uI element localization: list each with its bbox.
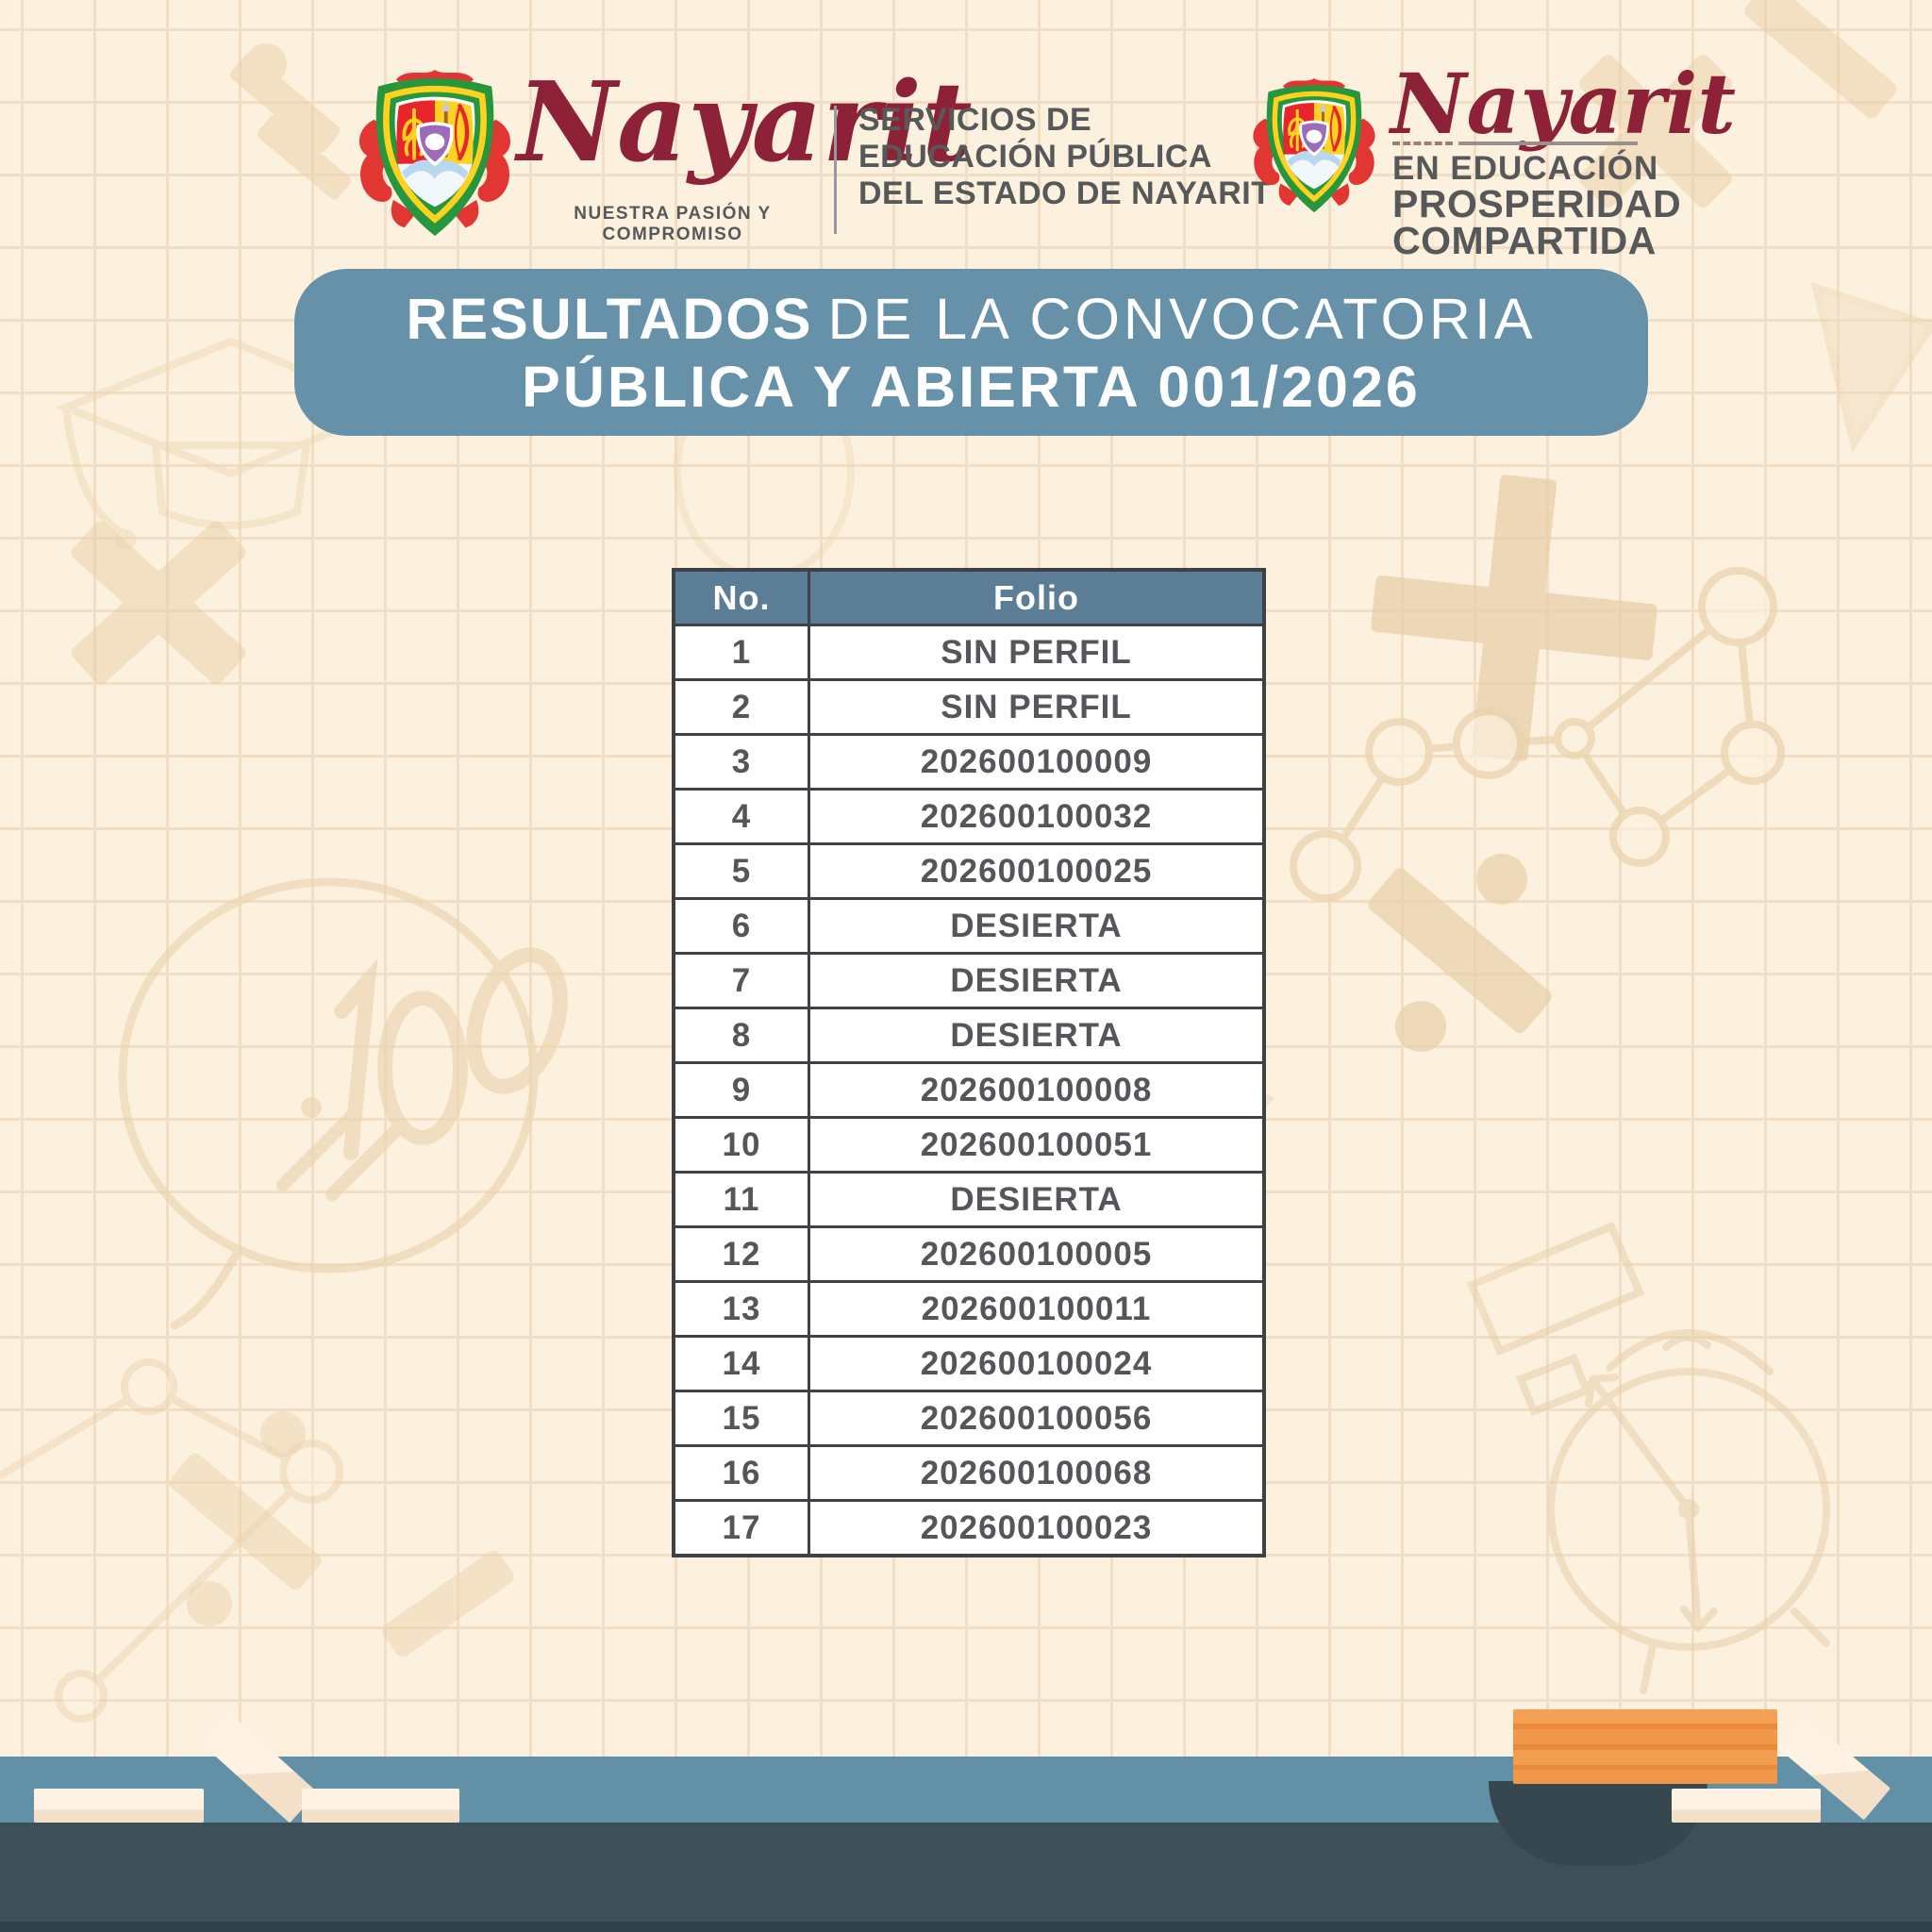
division-sign-icon — [169, 1411, 514, 1657]
folio-cell: 202600100009 — [810, 736, 1262, 788]
row-number-cell: 10 — [675, 1119, 808, 1171]
nayarit-coat-of-arms-icon — [1247, 74, 1381, 222]
title-banner: RESULTADOS DE LA CONVOCATORIA PÚBLICA Y A… — [294, 269, 1648, 436]
org-line-2: EDUCACIÓN PÚBLICA — [858, 139, 1212, 175]
slogan-line-3: COMPARTIDA — [1392, 219, 1657, 262]
folio-cell: 202600100011 — [810, 1283, 1262, 1335]
folio-cell: 202600100025 — [810, 845, 1262, 897]
hundred-percent-bubble-icon — [118, 877, 568, 1330]
folio-cell: 202600100008 — [810, 1064, 1262, 1116]
row-number-cell: 17 — [675, 1502, 808, 1554]
folio-cell: 202600100051 — [810, 1119, 1262, 1171]
header-divider — [834, 106, 837, 234]
row-number-cell: 13 — [675, 1283, 808, 1335]
pencil-icon — [230, 43, 351, 200]
folio-cell: SIN PERFIL — [810, 626, 1262, 678]
alarm-clock-icon — [1466, 1221, 1830, 1694]
slogan-line-1: EN EDUCACIÓN — [1392, 150, 1659, 187]
folio-cell: 202600100023 — [810, 1502, 1262, 1554]
folio-cell: 202600100024 — [810, 1338, 1262, 1390]
folio-cell: 202600100032 — [810, 791, 1262, 842]
org-line-3: DEL ESTADO DE NAYARIT — [858, 175, 1272, 211]
chalk-pieces-icon — [302, 1789, 459, 1823]
org-line-1: SERVICIOS DE — [858, 102, 1092, 138]
row-number-cell: 14 — [675, 1338, 808, 1390]
pencil-icon — [1579, 0, 1897, 208]
column-header-folio: Folio — [810, 572, 1262, 624]
folio-cell: DESIERTA — [810, 955, 1262, 1007]
plus-sign-icon — [1371, 475, 1657, 761]
row-number-cell: 4 — [675, 791, 808, 842]
folio-cell: 202600100056 — [810, 1392, 1262, 1444]
nayarit-wordmark-left: Nayarit — [517, 58, 973, 187]
row-number-cell: 6 — [675, 900, 808, 952]
row-number-cell: 15 — [675, 1392, 808, 1444]
row-number-cell: 8 — [675, 1009, 808, 1061]
right-logo-slogan: EN EDUCACIÓN PROSPERIDAD COMPARTIDA — [1392, 150, 1682, 262]
results-table: No. Folio 1 SIN PERFIL 2 SIN PERFIL 3 2026001… — [672, 568, 1266, 1557]
paper-plane-icon — [1810, 281, 1932, 453]
row-number-cell: 5 — [675, 845, 808, 897]
multiplication-sign-icon — [71, 521, 246, 685]
dot-graph-icon — [1290, 567, 1785, 902]
nayarit-coat-of-arms-icon — [352, 64, 518, 247]
row-number-cell: 7 — [675, 955, 808, 1007]
row-number-cell: 2 — [675, 681, 808, 733]
row-number-cell: 3 — [675, 736, 808, 788]
desk-base-strip — [0, 1922, 1932, 1932]
column-header-no: No. — [675, 572, 808, 624]
banner-title-rest: DE LA CONVOCATORIA — [827, 286, 1537, 351]
organization-name: SERVICIOS DE EDUCACIÓN PÚBLICA DEL ESTAD… — [858, 102, 1271, 212]
book-stack-icon — [1513, 1709, 1777, 1784]
folio-cell: 202600100005 — [810, 1228, 1262, 1280]
wordmark-underline — [1392, 142, 1638, 145]
folio-cell: 202600100068 — [810, 1447, 1262, 1499]
slogan-line-2: PROSPERIDAD — [1392, 182, 1682, 225]
row-number-cell: 1 — [675, 626, 808, 678]
chalk-pieces-icon — [1672, 1789, 1821, 1823]
banner-line-2: PÚBLICA Y ABIERTA 001/2026 — [522, 354, 1421, 419]
chalk-pieces-icon — [34, 1789, 204, 1823]
row-number-cell: 11 — [675, 1174, 808, 1225]
banner-title-emphasis: RESULTADOS — [406, 286, 813, 351]
banner-line-1: RESULTADOS DE LA CONVOCATORIA — [406, 285, 1536, 353]
row-number-cell: 12 — [675, 1228, 808, 1280]
folio-cell: DESIERTA — [810, 1009, 1262, 1061]
row-number-cell: 16 — [675, 1447, 808, 1499]
dot-graph-icon — [0, 1358, 343, 1723]
folio-cell: DESIERTA — [810, 900, 1262, 952]
folio-cell: SIN PERFIL — [810, 681, 1262, 733]
left-logo-tagline: NUESTRA PASIÓN Y COMPROMISO — [574, 204, 772, 244]
division-sign-icon — [1368, 854, 1552, 1052]
row-number-cell: 9 — [675, 1064, 808, 1116]
nayarit-wordmark-right: Nayarit — [1391, 55, 1737, 153]
folio-cell: DESIERTA — [810, 1174, 1262, 1225]
